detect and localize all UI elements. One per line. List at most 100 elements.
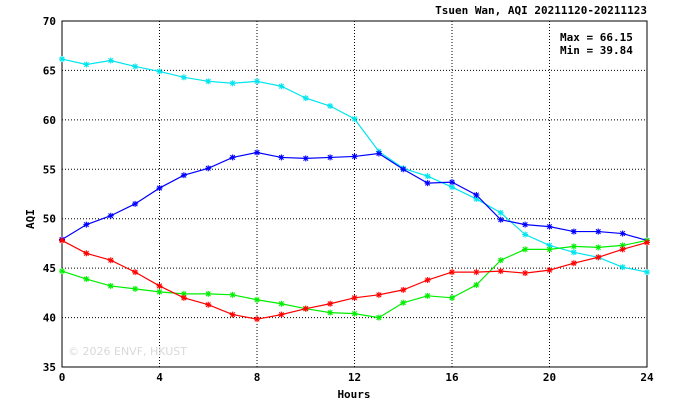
data-point	[522, 246, 529, 253]
data-point	[180, 74, 187, 81]
data-point	[497, 268, 504, 275]
data-point	[400, 166, 407, 173]
data-point	[327, 103, 334, 110]
data-point	[83, 221, 90, 228]
data-point	[400, 299, 407, 306]
y-tick-label: 40	[43, 312, 56, 325]
data-point	[205, 165, 212, 172]
data-point	[229, 80, 236, 87]
data-point	[424, 180, 431, 187]
x-tick-label: 8	[254, 371, 261, 384]
data-point	[619, 264, 626, 271]
data-point	[473, 281, 480, 288]
data-point	[497, 216, 504, 223]
series-4	[59, 237, 650, 323]
data-point	[132, 200, 139, 207]
data-point	[546, 246, 553, 253]
data-point	[107, 257, 114, 264]
data-point	[449, 269, 455, 276]
data-point	[424, 292, 431, 299]
data-point	[302, 95, 309, 102]
min-label: Min = 39.84	[560, 44, 633, 57]
data-point	[278, 83, 285, 90]
data-point	[449, 294, 455, 301]
data-point	[570, 249, 577, 256]
data-point	[59, 237, 65, 244]
data-point	[156, 68, 163, 75]
x-tick-label: 4	[156, 371, 163, 384]
data-point	[375, 314, 382, 321]
data-point	[570, 243, 577, 250]
data-point	[278, 300, 285, 307]
data-point	[205, 290, 212, 297]
data-point	[83, 250, 90, 257]
y-tick-label: 60	[43, 114, 56, 127]
data-point	[351, 115, 358, 122]
y-tick-label: 55	[43, 163, 56, 176]
axis-ticks: 0 4 8 12 16 20 24 35 40 45 50 55 60 65 70	[43, 15, 654, 384]
data-point	[644, 269, 650, 276]
y-tick-label: 45	[43, 262, 56, 275]
data-point	[302, 155, 309, 162]
data-point	[546, 223, 553, 230]
data-point	[59, 268, 65, 275]
data-point	[156, 288, 163, 295]
data-point	[83, 276, 90, 283]
data-point	[619, 246, 626, 253]
y-axis-label: AQI	[24, 209, 37, 229]
series-3	[59, 237, 650, 321]
data-point	[449, 179, 455, 186]
data-point	[595, 244, 602, 251]
data-point	[205, 301, 212, 308]
data-point	[473, 191, 480, 198]
x-tick-label: 20	[543, 371, 556, 384]
data-point	[424, 277, 431, 284]
data-point	[522, 231, 529, 238]
series-group	[59, 56, 650, 323]
data-point	[424, 173, 431, 180]
data-point	[570, 228, 577, 235]
data-point	[522, 221, 529, 228]
data-point	[180, 294, 187, 301]
data-point	[497, 209, 504, 216]
data-point	[278, 311, 285, 318]
data-point	[107, 57, 114, 64]
y-tick-label: 70	[43, 15, 56, 28]
data-point	[59, 56, 65, 63]
x-tick-label: 0	[59, 371, 66, 384]
data-point	[375, 150, 382, 157]
data-point	[254, 296, 260, 303]
series-2	[59, 149, 650, 244]
data-point	[400, 286, 407, 293]
data-point	[83, 61, 90, 68]
x-tick-label: 16	[445, 371, 459, 384]
max-label: Max = 66.15	[560, 31, 633, 44]
chart-title: Tsuen Wan, AQI 20211120-20211123	[435, 4, 647, 17]
data-point	[375, 291, 382, 298]
data-point	[132, 269, 139, 276]
data-point	[473, 195, 480, 202]
data-point	[351, 294, 358, 301]
data-point	[205, 78, 212, 85]
data-point	[522, 270, 529, 277]
data-point	[132, 63, 139, 70]
data-point	[107, 212, 114, 219]
x-tick-label: 12	[348, 371, 361, 384]
data-point	[327, 309, 334, 316]
data-point	[546, 267, 553, 274]
data-point	[619, 230, 626, 237]
data-point	[229, 311, 236, 318]
data-point	[180, 172, 187, 179]
data-point	[595, 228, 602, 235]
data-point	[156, 185, 163, 192]
data-point	[327, 154, 334, 161]
data-point	[302, 305, 309, 312]
y-tick-label: 50	[43, 213, 56, 226]
y-tick-label: 65	[43, 64, 56, 77]
x-tick-label: 24	[640, 371, 654, 384]
data-point	[351, 153, 358, 160]
data-point	[497, 257, 504, 264]
data-point	[351, 310, 358, 317]
plot-frame	[61, 20, 648, 368]
